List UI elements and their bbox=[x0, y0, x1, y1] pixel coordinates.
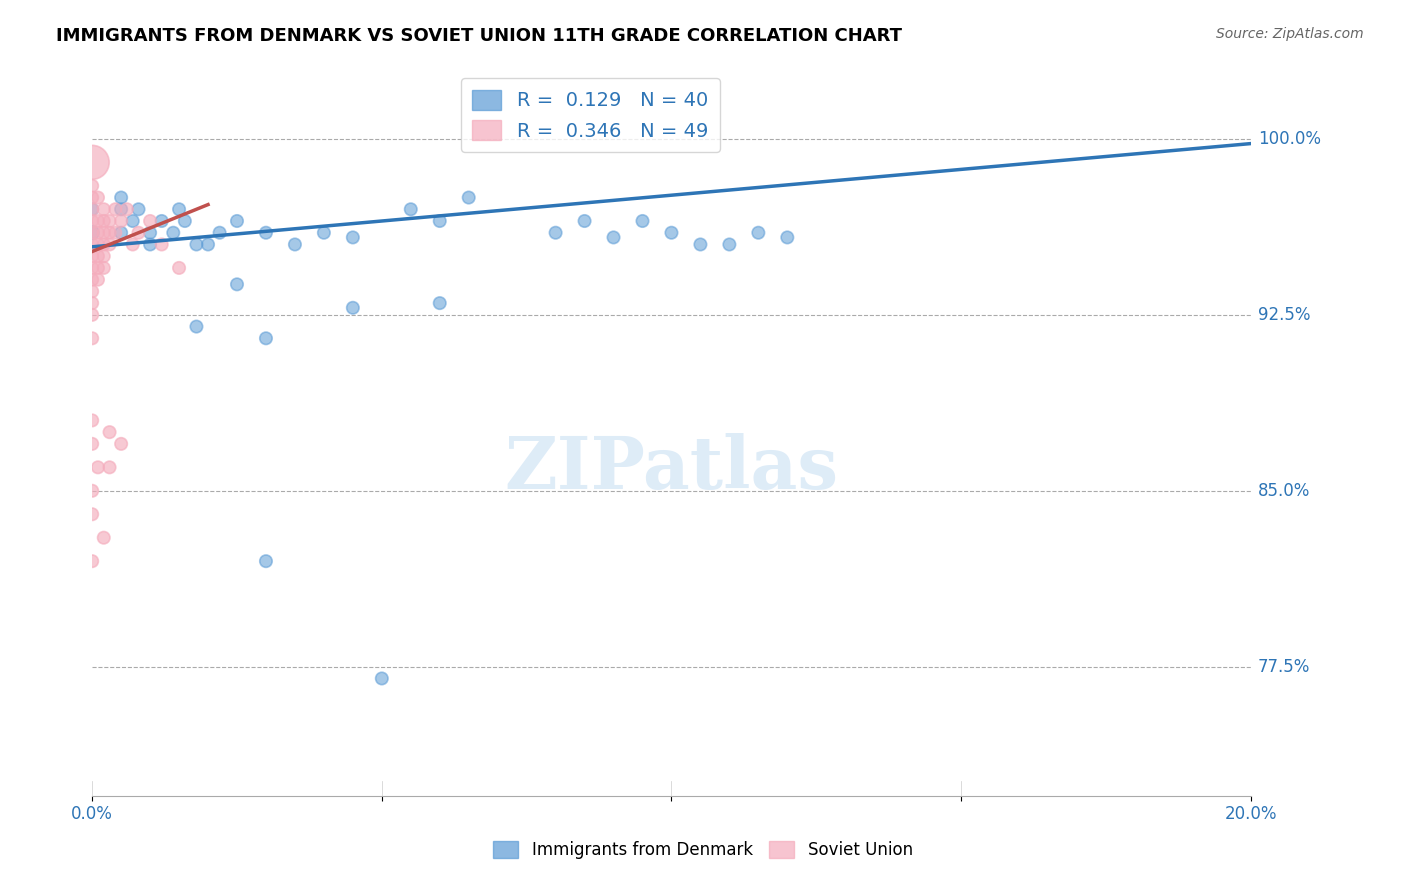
Point bbox=[776, 230, 799, 244]
Text: 77.5%: 77.5% bbox=[1258, 657, 1310, 676]
Point bbox=[312, 226, 335, 240]
Point bbox=[93, 202, 115, 217]
Text: IMMIGRANTS FROM DENMARK VS SOVIET UNION 11TH GRADE CORRELATION CHART: IMMIGRANTS FROM DENMARK VS SOVIET UNION … bbox=[56, 27, 903, 45]
Point bbox=[82, 202, 104, 217]
Point bbox=[139, 226, 162, 240]
Point bbox=[254, 554, 277, 568]
Point bbox=[128, 226, 150, 240]
Point bbox=[87, 460, 110, 475]
Point bbox=[718, 237, 741, 252]
Point bbox=[173, 214, 195, 228]
Point bbox=[139, 237, 162, 252]
Point bbox=[128, 202, 150, 217]
Point bbox=[82, 249, 104, 263]
Point bbox=[82, 273, 104, 287]
Point bbox=[429, 296, 451, 310]
Point bbox=[98, 226, 121, 240]
Point bbox=[115, 202, 138, 217]
Point bbox=[98, 425, 121, 439]
Text: 100.0%: 100.0% bbox=[1258, 130, 1320, 148]
Point bbox=[82, 437, 104, 451]
Point bbox=[110, 202, 132, 217]
Point bbox=[82, 483, 104, 498]
Point bbox=[544, 226, 567, 240]
Point bbox=[98, 460, 121, 475]
Text: 85.0%: 85.0% bbox=[1258, 482, 1310, 500]
Legend: R =  0.129   N = 40, R =  0.346   N = 49: R = 0.129 N = 40, R = 0.346 N = 49 bbox=[461, 78, 720, 153]
Point bbox=[87, 226, 110, 240]
Point bbox=[82, 155, 104, 169]
Point bbox=[429, 214, 451, 228]
Point bbox=[186, 237, 208, 252]
Point bbox=[284, 237, 307, 252]
Point bbox=[197, 237, 219, 252]
Point bbox=[399, 202, 422, 217]
Point bbox=[110, 214, 132, 228]
Point bbox=[87, 214, 110, 228]
Point bbox=[82, 237, 104, 252]
Point bbox=[254, 331, 277, 345]
Point bbox=[254, 226, 277, 240]
Text: ZIPatlas: ZIPatlas bbox=[505, 433, 838, 504]
Point bbox=[82, 226, 104, 240]
Point bbox=[661, 226, 683, 240]
Point bbox=[82, 331, 104, 345]
Point bbox=[82, 296, 104, 310]
Point bbox=[574, 214, 596, 228]
Point bbox=[631, 214, 654, 228]
Point bbox=[162, 226, 184, 240]
Point bbox=[82, 226, 104, 240]
Point bbox=[167, 202, 190, 217]
Point bbox=[87, 260, 110, 275]
Point bbox=[87, 249, 110, 263]
Point bbox=[689, 237, 711, 252]
Text: Source: ZipAtlas.com: Source: ZipAtlas.com bbox=[1216, 27, 1364, 41]
Point bbox=[98, 214, 121, 228]
Point bbox=[747, 226, 769, 240]
Point bbox=[602, 230, 624, 244]
Point bbox=[371, 672, 394, 686]
Point bbox=[82, 260, 104, 275]
Point bbox=[110, 226, 132, 240]
Point bbox=[87, 237, 110, 252]
Point bbox=[82, 285, 104, 299]
Point bbox=[457, 190, 479, 204]
Point bbox=[87, 190, 110, 204]
Point bbox=[93, 531, 115, 545]
Point bbox=[121, 214, 143, 228]
Point bbox=[342, 301, 364, 315]
Point bbox=[93, 237, 115, 252]
Point bbox=[121, 237, 143, 252]
Point bbox=[226, 277, 249, 292]
Point bbox=[93, 249, 115, 263]
Point bbox=[208, 226, 231, 240]
Point bbox=[87, 273, 110, 287]
Point bbox=[82, 178, 104, 193]
Point bbox=[150, 237, 173, 252]
Point bbox=[104, 202, 127, 217]
Point bbox=[82, 554, 104, 568]
Point bbox=[139, 214, 162, 228]
Point bbox=[82, 508, 104, 522]
Point bbox=[150, 214, 173, 228]
Point bbox=[93, 226, 115, 240]
Point bbox=[98, 237, 121, 252]
Point bbox=[167, 260, 190, 275]
Point bbox=[82, 202, 104, 217]
Point bbox=[82, 190, 104, 204]
Point bbox=[342, 230, 364, 244]
Point bbox=[82, 413, 104, 427]
Point bbox=[93, 260, 115, 275]
Point bbox=[82, 214, 104, 228]
Point bbox=[226, 214, 249, 228]
Point bbox=[186, 319, 208, 334]
Point bbox=[93, 214, 115, 228]
Point bbox=[104, 226, 127, 240]
Text: 92.5%: 92.5% bbox=[1258, 306, 1310, 324]
Legend: Immigrants from Denmark, Soviet Union: Immigrants from Denmark, Soviet Union bbox=[486, 834, 920, 866]
Point bbox=[110, 190, 132, 204]
Point bbox=[82, 308, 104, 322]
Point bbox=[110, 437, 132, 451]
